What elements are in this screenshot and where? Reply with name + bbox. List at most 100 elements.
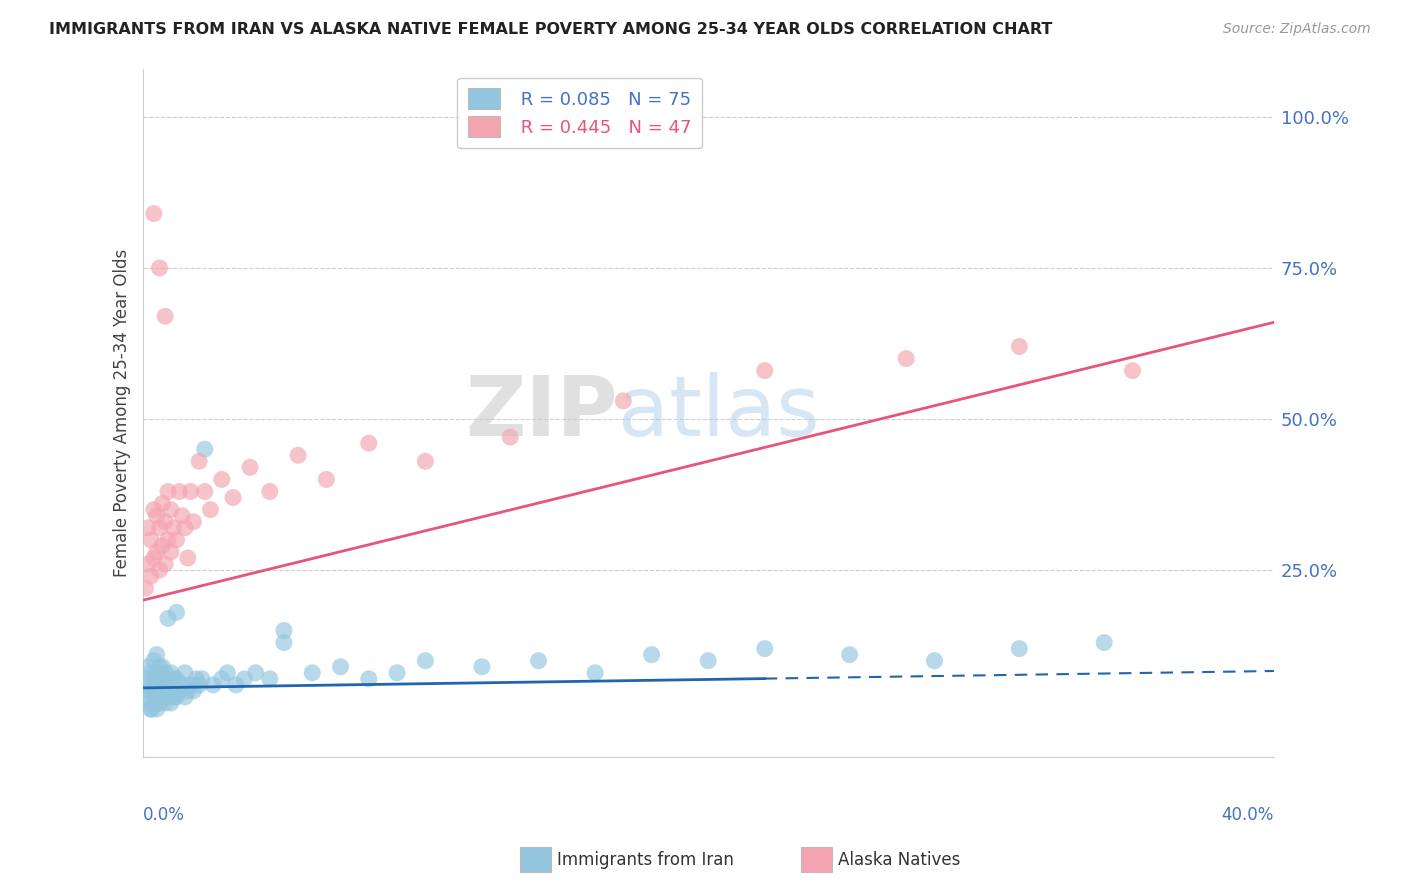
Point bbox=[301, 665, 323, 680]
Point bbox=[156, 672, 179, 686]
Point bbox=[924, 654, 946, 668]
Point bbox=[612, 393, 634, 408]
Point bbox=[527, 654, 550, 668]
Point bbox=[166, 533, 188, 547]
Point bbox=[134, 690, 156, 704]
Point bbox=[159, 545, 181, 559]
Point bbox=[139, 569, 162, 583]
Point bbox=[159, 696, 181, 710]
Text: Source: ZipAtlas.com: Source: ZipAtlas.com bbox=[1223, 22, 1371, 37]
Point bbox=[640, 648, 662, 662]
Point bbox=[273, 635, 295, 649]
Point bbox=[148, 672, 170, 686]
Point bbox=[136, 678, 159, 692]
Point bbox=[142, 654, 165, 668]
Point bbox=[142, 696, 165, 710]
Point bbox=[499, 430, 522, 444]
Point bbox=[180, 484, 202, 499]
Point bbox=[166, 690, 188, 704]
Point bbox=[156, 611, 179, 625]
Point bbox=[139, 533, 162, 547]
Point bbox=[134, 672, 156, 686]
Point bbox=[217, 665, 239, 680]
Point bbox=[754, 641, 776, 656]
Point bbox=[838, 648, 860, 662]
Point bbox=[159, 502, 181, 516]
Point bbox=[233, 672, 256, 686]
Point bbox=[139, 665, 162, 680]
Point bbox=[163, 521, 186, 535]
Point bbox=[145, 665, 167, 680]
Point bbox=[225, 678, 247, 692]
Point bbox=[177, 551, 200, 566]
Point bbox=[156, 484, 179, 499]
Point bbox=[273, 624, 295, 638]
Point bbox=[148, 521, 170, 535]
Text: 40.0%: 40.0% bbox=[1222, 805, 1274, 823]
Point bbox=[194, 484, 217, 499]
Point bbox=[156, 690, 179, 704]
Point bbox=[357, 436, 380, 450]
Point bbox=[145, 690, 167, 704]
Point bbox=[159, 684, 181, 698]
Text: IMMIGRANTS FROM IRAN VS ALASKA NATIVE FEMALE POVERTY AMONG 25-34 YEAR OLDS CORRE: IMMIGRANTS FROM IRAN VS ALASKA NATIVE FE… bbox=[49, 22, 1053, 37]
Point bbox=[139, 684, 162, 698]
Point bbox=[174, 665, 197, 680]
Point bbox=[142, 551, 165, 566]
Point bbox=[145, 678, 167, 692]
Point bbox=[896, 351, 918, 366]
Point bbox=[145, 648, 167, 662]
Point bbox=[148, 696, 170, 710]
Point bbox=[136, 521, 159, 535]
Point bbox=[471, 659, 494, 673]
Point bbox=[148, 563, 170, 577]
Point bbox=[166, 672, 188, 686]
Point bbox=[194, 442, 217, 457]
Point bbox=[169, 484, 191, 499]
Point bbox=[153, 696, 176, 710]
Point bbox=[153, 684, 176, 698]
Point bbox=[211, 672, 233, 686]
Point bbox=[191, 672, 214, 686]
Point bbox=[180, 678, 202, 692]
Point bbox=[142, 684, 165, 698]
Point bbox=[169, 684, 191, 698]
Point bbox=[156, 533, 179, 547]
Point bbox=[159, 665, 181, 680]
Point bbox=[142, 502, 165, 516]
Point bbox=[148, 684, 170, 698]
Point bbox=[174, 690, 197, 704]
Point bbox=[148, 659, 170, 673]
Point bbox=[172, 508, 194, 523]
Point bbox=[150, 690, 173, 704]
Point bbox=[145, 508, 167, 523]
Text: Immigrants from Iran: Immigrants from Iran bbox=[557, 851, 734, 869]
Point bbox=[150, 497, 173, 511]
Point bbox=[186, 672, 208, 686]
Legend:  R = 0.085   N = 75,  R = 0.445   N = 47: R = 0.085 N = 75, R = 0.445 N = 47 bbox=[457, 78, 702, 148]
Point bbox=[136, 659, 159, 673]
Text: ZIP: ZIP bbox=[465, 373, 617, 453]
Point bbox=[134, 581, 156, 595]
Point bbox=[139, 702, 162, 716]
Point bbox=[153, 310, 176, 324]
Point bbox=[136, 696, 159, 710]
Point bbox=[145, 545, 167, 559]
Point bbox=[148, 260, 170, 275]
Point bbox=[415, 454, 437, 468]
Text: 0.0%: 0.0% bbox=[142, 805, 184, 823]
Point bbox=[153, 557, 176, 571]
Point bbox=[329, 659, 352, 673]
Point bbox=[153, 515, 176, 529]
Point bbox=[150, 659, 173, 673]
Point bbox=[239, 460, 262, 475]
Point bbox=[136, 557, 159, 571]
Point bbox=[153, 665, 176, 680]
Text: Alaska Natives: Alaska Natives bbox=[838, 851, 960, 869]
Point bbox=[357, 672, 380, 686]
Text: atlas: atlas bbox=[617, 373, 820, 453]
Point bbox=[148, 696, 170, 710]
Point bbox=[754, 364, 776, 378]
Point bbox=[163, 690, 186, 704]
Point bbox=[150, 678, 173, 692]
